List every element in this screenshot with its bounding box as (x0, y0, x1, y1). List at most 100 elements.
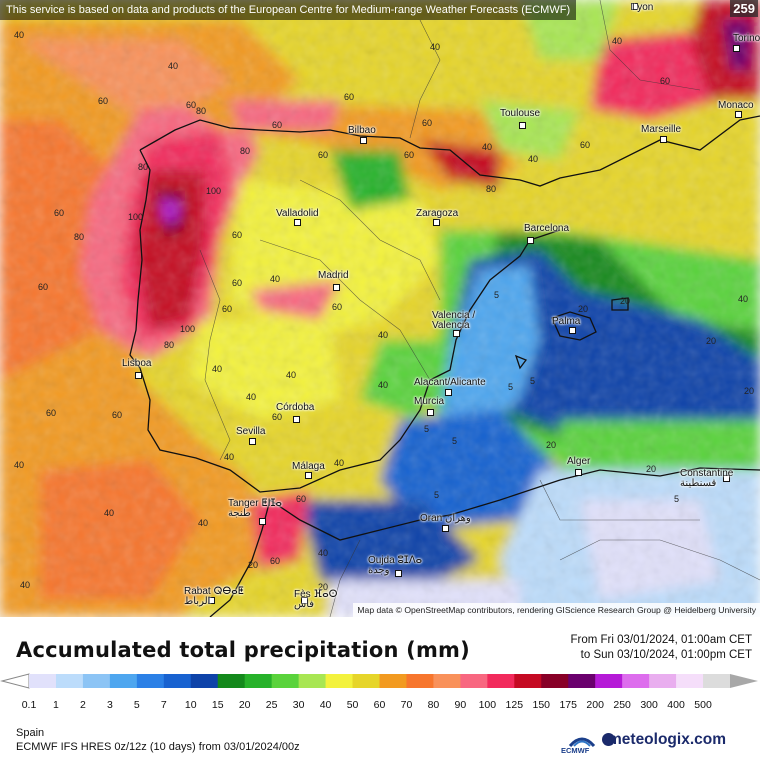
city-marker[interactable] (208, 597, 215, 604)
city-marker[interactable] (433, 219, 440, 226)
city-label: Barcelona (524, 223, 570, 234)
contour-label: 40 (224, 452, 235, 462)
contour-label: 60 (318, 150, 329, 160)
contour-label: 5 (508, 382, 514, 392)
city-marker[interactable] (569, 327, 576, 334)
city-marker[interactable] (427, 409, 434, 416)
city-marker[interactable] (293, 416, 300, 423)
city-marker[interactable] (723, 475, 730, 482)
legend-value: 175 (559, 699, 577, 711)
city-marker[interactable] (575, 469, 582, 476)
legend-value: 1 (53, 699, 59, 711)
city-label: Madrid (318, 270, 349, 281)
legend-swatch (55, 674, 84, 688)
city-marker[interactable] (301, 597, 308, 604)
legend-swatch (541, 674, 569, 688)
city-marker[interactable] (294, 219, 301, 226)
legend-swatch (163, 674, 192, 688)
map-field (0, 0, 760, 617)
city-marker[interactable] (135, 372, 142, 379)
contour-label: 80 (240, 146, 251, 156)
contour-label: 60 (186, 100, 197, 110)
contour-label: 60 (580, 140, 591, 150)
city-marker[interactable] (395, 570, 402, 577)
city-marker[interactable] (631, 3, 638, 10)
contour-label: 60 (272, 120, 283, 130)
contour-label: 20 (744, 386, 755, 396)
legend-value: 300 (640, 699, 658, 711)
legend-swatch (298, 674, 327, 688)
city-marker[interactable] (735, 111, 742, 118)
meteologix-logo-icon (602, 733, 615, 746)
valid-to: to Sun 03/10/2024, 01:00pm CET (580, 649, 752, 661)
contour-label: 40 (430, 42, 441, 52)
contour-label: 60 (344, 92, 355, 102)
contour-label: 60 (46, 408, 57, 418)
contour-label: 60 (422, 118, 433, 128)
contour-label: 20 (248, 560, 259, 570)
legend-swatch (82, 674, 111, 688)
city-label: Valencia / Valencia (432, 310, 476, 331)
legend-value: 70 (401, 699, 413, 711)
contour-label: 40 (246, 392, 257, 402)
contour-label: 100 (180, 324, 196, 334)
legend-swatch (433, 674, 461, 688)
contour-label: 5 (530, 376, 536, 386)
legend-value: 40 (320, 699, 332, 711)
legend-value: 60 (374, 699, 386, 711)
legend-swatch (271, 674, 300, 688)
contour-label: 80 (74, 232, 85, 242)
city-label: Constantine قسنطينة (680, 468, 734, 489)
city-label: Torino (733, 33, 760, 44)
contour-label: 5 (434, 490, 440, 500)
city-marker[interactable] (453, 330, 460, 337)
contour-label: 5 (452, 436, 458, 446)
city-marker[interactable] (249, 438, 256, 445)
city-marker[interactable] (660, 136, 667, 143)
city-label: Lisboa (122, 358, 152, 369)
city-label: Oran وهران (420, 513, 471, 524)
map-attribution[interactable]: Map data © OpenStreetMap contributors, r… (353, 603, 760, 617)
city-label: Málaga (292, 461, 325, 472)
legend-value: 150 (533, 699, 551, 711)
legend-value: 80 (428, 699, 440, 711)
legend-swatch (136, 674, 165, 688)
city-marker[interactable] (733, 45, 740, 52)
contour-label: 60 (660, 76, 671, 86)
city-label: Valladolid (276, 208, 319, 219)
contour-label: 60 (112, 410, 123, 420)
contour-label: 40 (378, 380, 389, 390)
contour-label: 40 (738, 294, 749, 304)
city-marker[interactable] (445, 389, 452, 396)
city-marker[interactable] (527, 237, 534, 244)
city-label: Murcia (414, 396, 445, 407)
precipitation-map[interactable]: 40 40 40 60 60 60 40 60 60 60 80 80 60 40 40 60 80 60 80 10… (0, 0, 760, 617)
contour-label: 40 (212, 364, 223, 374)
city-marker[interactable] (305, 472, 312, 479)
legend-value: 125 (506, 699, 524, 711)
region-label: Spain (16, 727, 45, 739)
contour-label: 40 (612, 36, 623, 46)
legend-swatch (190, 674, 219, 688)
contour-label: 20 (578, 304, 589, 314)
city-marker[interactable] (333, 284, 340, 291)
ecmwf-logo[interactable] (562, 730, 602, 756)
contour-label: 40 (168, 61, 179, 71)
legend-value: 50 (347, 699, 359, 711)
legend-swatch (325, 674, 354, 688)
contour-label: 60 (54, 208, 65, 218)
city-label: Córdoba (276, 402, 315, 413)
legend-swatch (109, 674, 138, 688)
city-marker[interactable] (519, 122, 526, 129)
contour-label: 40 (104, 508, 115, 518)
city-label: Bilbao (348, 125, 376, 136)
city-marker[interactable] (259, 518, 266, 525)
city-marker[interactable] (360, 137, 367, 144)
city-marker[interactable] (442, 525, 449, 532)
city-label: Lyon (632, 2, 654, 13)
contour-label: 40 (482, 142, 493, 152)
meteologix-brand[interactable]: meteologix.com (608, 731, 726, 748)
legend-value: 0.1 (22, 699, 37, 711)
contour-label: 80 (138, 162, 149, 172)
contour-label: 40 (286, 370, 297, 380)
